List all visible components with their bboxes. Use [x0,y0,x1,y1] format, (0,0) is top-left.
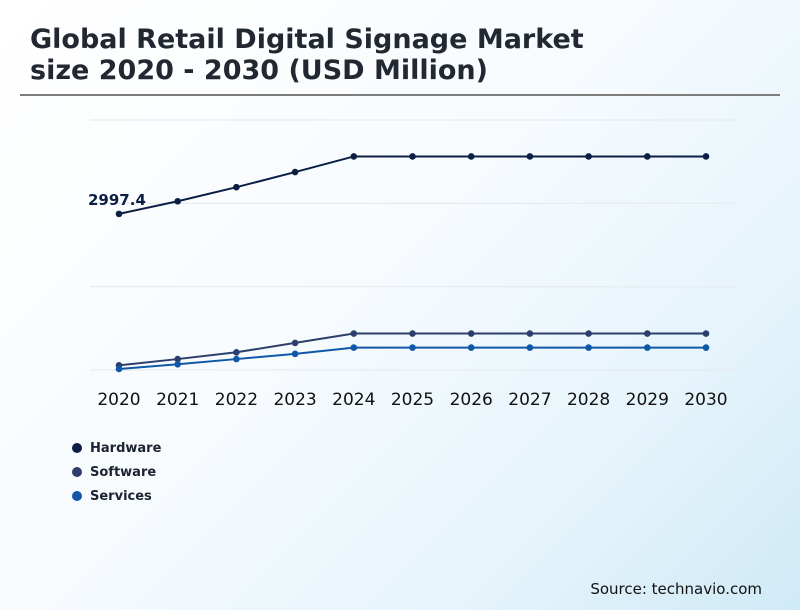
data-point-software-2025 [409,330,416,337]
legend-label-services: Services [90,488,152,504]
title-divider [20,94,780,96]
data-point-services-2025 [409,344,416,351]
legend-item-hardware: Hardware [72,436,161,460]
data-point-software-2028 [585,330,592,337]
data-point-services-2020 [115,365,123,373]
hardware-dot-icon [72,443,82,453]
services-dot-icon [72,491,82,501]
data-point-software-2021 [174,355,181,363]
data-point-software-2024 [350,330,358,337]
chart-title-line-2: size 2020 - 2030 (USD Million) [30,55,488,86]
data-point-hardware-2021 [174,197,181,205]
data-point-hardware-2025 [409,153,416,160]
legend-label-software: Software [90,464,157,480]
data-point-hardware-2024 [350,153,358,160]
data-point-services-2026 [467,344,475,351]
x-tick-label-2022: 2022 [215,390,258,410]
data-point-services-2024 [350,344,358,351]
chart-title-line-1: Global Retail Digital Signage Market [30,24,584,55]
data-point-software-2023 [291,339,299,347]
data-point-hardware-2030 [702,153,710,160]
legend-item-services: Services [72,484,161,508]
data-point-hardware-2023 [291,168,299,176]
x-tick-label-2029: 2029 [626,390,669,410]
data-point-software-2030 [702,330,710,337]
data-point-services-2021 [174,360,181,368]
data-point-hardware-2022 [233,183,240,191]
x-tick-label-2021: 2021 [156,390,199,410]
data-label-0: 2997.4 [88,191,146,209]
data-point-services-2030 [702,344,710,351]
data-point-hardware-2028 [585,153,592,160]
data-point-hardware-2020 [115,210,123,218]
chart-title: Global Retail Digital Signage Market siz… [30,24,584,86]
data-point-hardware-2027 [526,153,534,160]
data-point-software-2026 [467,330,475,337]
x-tick-label-2020: 2020 [97,390,140,410]
data-point-software-2029 [644,330,651,337]
x-tick-label-2026: 2026 [450,390,493,410]
data-point-software-2027 [526,330,534,337]
data-point-services-2022 [233,355,240,363]
data-point-hardware-2029 [644,153,651,160]
data-point-hardware-2026 [467,153,475,160]
x-tick-label-2025: 2025 [391,390,434,410]
x-tick-label-2030: 2030 [684,390,727,410]
x-tick-label-2024: 2024 [332,390,375,410]
legend: Hardware Software Services [72,436,161,508]
x-tick-label-2023: 2023 [273,390,316,410]
legend-label-hardware: Hardware [90,440,162,456]
x-tick-label-2027: 2027 [508,390,551,410]
data-point-software-2022 [233,348,240,356]
data-point-services-2023 [291,350,299,358]
source-note: Source: technavio.com [590,580,762,598]
data-point-services-2029 [644,344,651,351]
data-point-services-2028 [585,344,592,351]
data-point-services-2027 [526,344,534,351]
series-line-hardware [118,155,706,215]
legend-item-software: Software [72,460,161,484]
x-tick-label-2028: 2028 [567,390,610,410]
software-dot-icon [72,467,82,477]
